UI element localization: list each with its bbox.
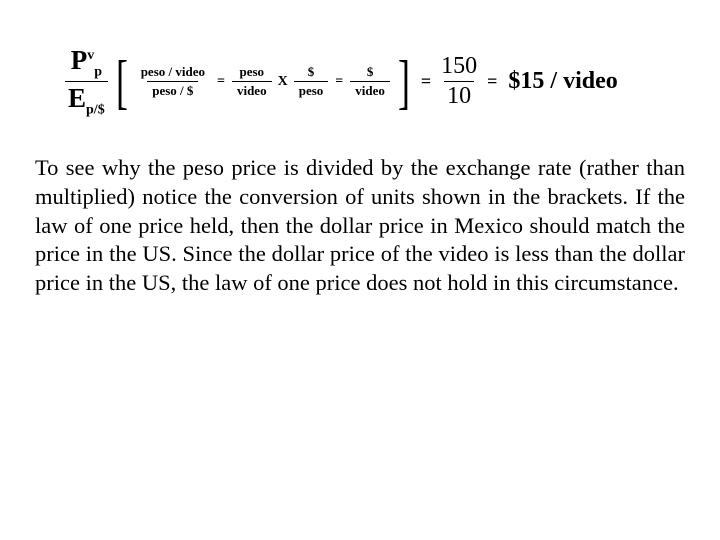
uf3-den: peso	[294, 81, 329, 101]
uf1-num: peso / video	[136, 63, 210, 82]
uf3-num: $	[303, 63, 320, 82]
uf4-num: $	[362, 63, 379, 82]
uf2-den: video	[232, 81, 272, 101]
close-bracket: ]	[398, 58, 410, 106]
unit-fraction-1: peso / video peso / $	[136, 63, 210, 102]
main-frac-numerator: Pvp	[68, 45, 105, 81]
times-symbol: X	[278, 74, 288, 90]
den-sub: p/$	[86, 103, 105, 118]
result-value: $15 / video	[508, 68, 617, 95]
equation-row: Pvp Ep/$ [ peso / video peso / $ = peso …	[65, 45, 685, 119]
unit-fraction-3: $ peso	[294, 63, 329, 102]
equals-1: =	[217, 74, 225, 90]
equals-3: =	[421, 71, 431, 92]
open-bracket: [	[116, 58, 128, 106]
num-sup: v	[87, 48, 94, 63]
uf1-den: peso / $	[147, 81, 198, 101]
numfrac-den: 10	[444, 81, 474, 111]
main-fraction: Pvp Ep/$	[65, 45, 108, 119]
uf4-den: video	[350, 81, 390, 101]
unit-fraction-2: peso video	[232, 63, 272, 102]
unit-fraction-4: $ video	[350, 63, 390, 102]
num-sub: p	[94, 64, 102, 79]
main-frac-denominator: Ep/$	[65, 81, 108, 118]
num-base: P	[71, 45, 88, 75]
numfrac-num: 150	[438, 53, 480, 82]
body-paragraph: To see why the peso price is divided by …	[35, 154, 685, 298]
den-base: E	[68, 83, 86, 113]
uf2-num: peso	[235, 63, 270, 82]
numeric-fraction: 150 10	[438, 53, 480, 111]
equals-2: =	[335, 74, 343, 90]
page-container: Pvp Ep/$ [ peso / video peso / $ = peso …	[0, 0, 720, 340]
equals-4: =	[487, 71, 497, 92]
